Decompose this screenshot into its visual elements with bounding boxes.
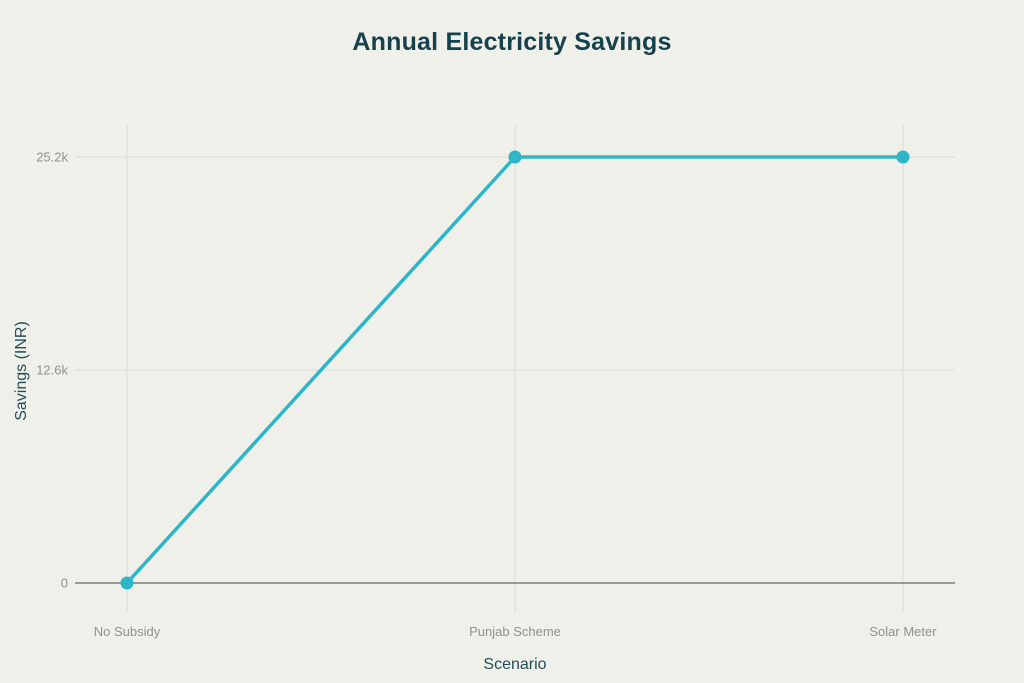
x-tick-label: Solar Meter — [869, 624, 937, 639]
x-tick-label: Punjab Scheme — [469, 624, 561, 639]
y-tick-label: 0 — [61, 576, 68, 591]
data-point[interactable] — [120, 576, 134, 590]
x-tick-label: No Subsidy — [94, 624, 161, 639]
chart-title: Annual Electricity Savings — [352, 28, 672, 56]
x-axis-title: Scenario — [483, 656, 547, 673]
data-point[interactable] — [508, 150, 522, 164]
y-tick-label: 12.6k — [36, 363, 68, 378]
y-tick-label: 25.2k — [36, 150, 68, 165]
data-point[interactable] — [896, 150, 910, 164]
